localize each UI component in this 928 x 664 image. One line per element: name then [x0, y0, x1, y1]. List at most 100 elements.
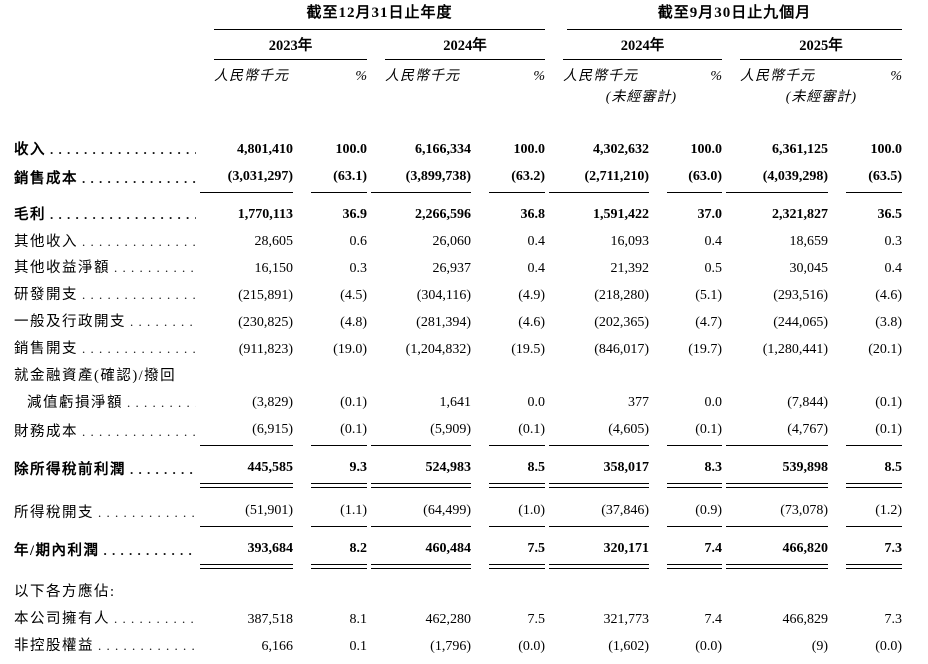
cell-value — [726, 598, 828, 606]
table-row: 一般及行政開支 (230,825) (4.8) (281,394) (4.6) (202,… — [0, 309, 928, 336]
cell-value: (3,829) — [252, 395, 293, 411]
percent-label: % — [533, 69, 546, 85]
row-label: 銷售開支 — [14, 340, 78, 357]
cell-value: (846,017) — [594, 341, 650, 357]
dot-leader — [50, 206, 196, 225]
cell-value: (230,825) — [238, 314, 293, 330]
row-label: 毛利 — [14, 206, 46, 223]
cell-value — [371, 382, 471, 390]
dot-leader — [98, 637, 196, 656]
dot-leader — [114, 610, 196, 629]
cell-value: (64,499) — [371, 498, 471, 528]
cell-value: 7.4 — [667, 536, 723, 570]
cell-value: 377 — [628, 395, 650, 411]
dot-leader — [130, 313, 196, 332]
cell-value: 321,773 — [603, 611, 650, 627]
cell-value — [726, 382, 828, 390]
cell-value: 1,591,422 — [593, 207, 650, 223]
cell-value: 4,302,632 — [593, 142, 650, 158]
cell-value — [200, 382, 293, 390]
cell-value: (4,039,298) — [726, 164, 829, 193]
cell-value: (281,394) — [416, 314, 471, 330]
cell-value: (1,204,832) — [405, 341, 471, 357]
cell-value: 100.0 — [513, 142, 546, 158]
cell-value: (73,078) — [726, 498, 829, 528]
row-label: 就金融資產(確認)/撥回 — [14, 367, 177, 384]
cell-value: 0.6 — [349, 234, 368, 250]
cell-value: (19.5) — [511, 341, 546, 357]
table-row: 財務成本(6,915)(0.1)(5,909)(0.1)(4,605)(0.1)… — [0, 417, 928, 446]
cell-value: 4,801,410 — [237, 142, 293, 158]
cell-value: (218,280) — [594, 287, 650, 303]
cell-value: 8.5 — [489, 455, 546, 489]
cell-value — [549, 382, 649, 390]
cell-value: (0.9) — [667, 498, 723, 528]
cell-value: 28,605 — [254, 234, 294, 250]
row-label: 財務成本 — [14, 423, 78, 440]
cell-value: (7,844) — [787, 395, 829, 411]
cell-value: (1.1) — [311, 498, 367, 528]
percent-label: % — [890, 69, 903, 85]
cell-value: (63.2) — [489, 164, 546, 193]
row-label: 收入 — [14, 141, 46, 158]
cell-value: 393,684 — [200, 536, 293, 570]
cell-value: (0.1) — [846, 417, 903, 446]
unit-label: 人民幣千元 — [563, 69, 639, 85]
cell-value: (19.0) — [333, 341, 367, 357]
cell-value: (4,605) — [549, 417, 650, 446]
unit-row: 人民幣千元 % 人民幣千元 % 人民幣千元 % 人民幣千元 % — [0, 60, 928, 86]
cell-value: 7.3 — [846, 536, 903, 570]
cell-value: (5.1) — [695, 287, 723, 303]
cell-value: 100.0 — [870, 142, 903, 158]
cell-value: (1.2) — [846, 498, 903, 528]
cell-value: 460,484 — [371, 536, 471, 570]
table-row: 其他收入 28,605 0.6 26,060 0.4 16,093 0.4 18,659 0.3 — [0, 229, 928, 256]
cell-value: (0.1) — [667, 417, 723, 446]
cell-value — [846, 598, 902, 606]
cell-value: 7.4 — [704, 611, 723, 627]
cell-value: 8.2 — [311, 536, 367, 570]
cell-value: 320,171 — [549, 536, 650, 570]
cell-value: 7.5 — [527, 611, 546, 627]
row-label: 銷售成本 — [14, 170, 78, 187]
row-label: 非控股權益 — [14, 637, 94, 654]
dot-leader — [82, 170, 196, 189]
cell-value: 8.1 — [349, 611, 368, 627]
cell-value — [846, 382, 902, 390]
table-row: 以下各方應佔: — [0, 565, 928, 606]
cell-value: (0.1) — [311, 417, 367, 446]
dot-leader — [98, 504, 196, 523]
cell-value: 0.5 — [704, 261, 723, 277]
period-title-interim: 截至9月30日止九個月 — [567, 0, 903, 30]
cell-value: (63.1) — [311, 164, 367, 193]
cell-value: 0.0 — [527, 395, 546, 411]
row-label: 其他收益淨額 — [14, 260, 110, 277]
cell-value: 100.0 — [335, 142, 368, 158]
dot-leader — [82, 340, 196, 359]
row-label: 以下各方應佔: — [14, 584, 116, 601]
cell-value: 100.0 — [690, 142, 723, 158]
unit-label: 人民幣千元 — [214, 69, 289, 85]
cell-value — [667, 382, 722, 390]
cell-value — [371, 598, 471, 606]
table-row: 減值虧損淨額 (3,829) (0.1) 1,641 0.0 377 0.0 (7,844) (… — [0, 390, 928, 417]
cell-value: (1,602) — [608, 638, 650, 654]
cell-value: 37.0 — [697, 207, 723, 223]
cell-value: (244,065) — [773, 314, 829, 330]
cell-value: (215,891) — [238, 287, 293, 303]
cell-value: 8.3 — [667, 455, 723, 489]
unaudited-note: (未經審計) — [785, 89, 858, 105]
cell-value: (2,711,210) — [549, 164, 650, 193]
table-row: 就金融資產(確認)/撥回 — [0, 363, 928, 390]
period-title-annual: 截至12月31日止年度 — [214, 0, 546, 30]
dot-leader — [82, 286, 196, 305]
cell-value: 36.8 — [520, 207, 546, 223]
cell-value: (0.1) — [340, 395, 367, 411]
cell-value: (4.8) — [340, 314, 367, 330]
cell-value — [200, 598, 293, 606]
year-label-2024-interim: 2024年 — [563, 30, 723, 61]
cell-value: 466,820 — [726, 536, 829, 570]
row-label: 研發開支 — [14, 287, 78, 304]
cell-value: (1,796) — [430, 638, 471, 654]
row-label: 其他收入 — [14, 233, 78, 250]
